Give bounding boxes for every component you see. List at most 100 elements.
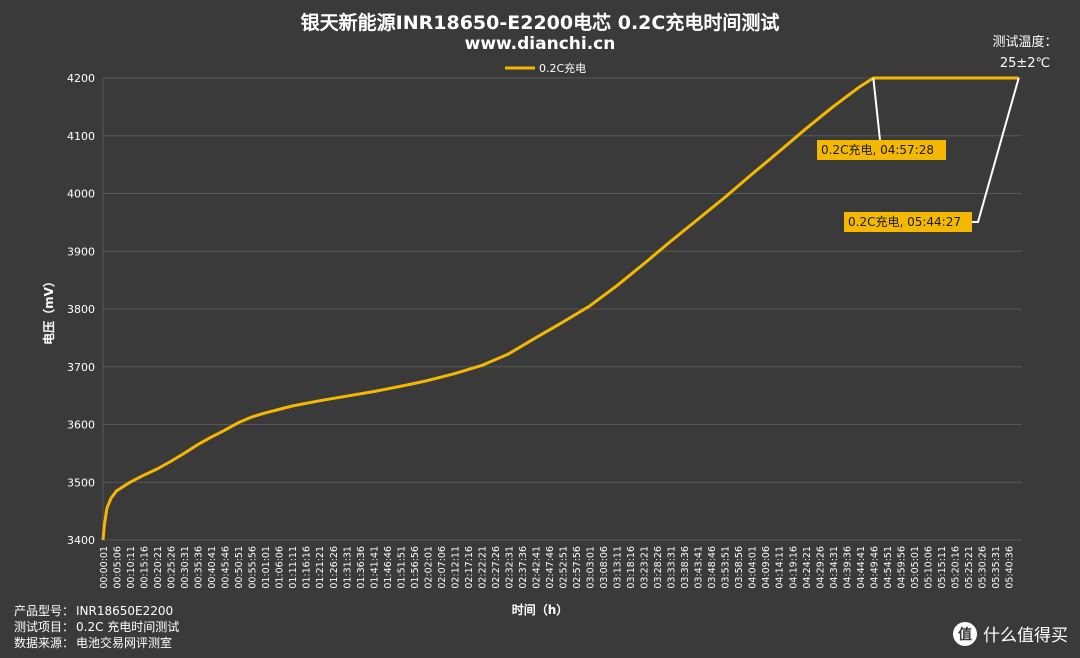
x-tick-label: 03:58:56	[734, 546, 745, 589]
x-tick-label: 04:29:26	[815, 546, 826, 589]
chart-title: 银天新能源INR18650-E2200电芯 0.2C充电时间测试	[300, 12, 780, 34]
x-tick-label: 05:35:31	[991, 546, 1002, 589]
x-tick-label: 02:22:21	[477, 546, 488, 589]
footer-row-source: 数据来源： 电池交易网评测室	[14, 635, 179, 651]
x-tick-label: 04:39:36	[842, 546, 853, 589]
x-tick-label: 05:10:06	[923, 546, 934, 589]
temperature-value: 25±2℃	[999, 56, 1051, 71]
x-tick-label: 00:10:11	[126, 546, 137, 589]
watermark: 值 什么值得买	[953, 621, 1068, 646]
chart-subtitle: www.dianchi.cn	[464, 34, 616, 54]
x-tick-label: 05:15:11	[937, 546, 948, 589]
x-tick-label: 03:33:31	[667, 546, 678, 589]
x-tick-label: 01:06:06	[275, 546, 286, 589]
footer-row-test: 测试项目： 0.2C 充电时间测试	[14, 619, 179, 635]
y-tick-label: 4100	[67, 130, 95, 143]
x-tick-label: 03:43:41	[694, 546, 705, 589]
x-tick-label: 00:05:06	[113, 546, 124, 589]
x-tick-label: 02:27:26	[491, 546, 502, 589]
x-tick-label: 04:19:16	[788, 546, 799, 589]
y-tick-label: 3700	[67, 361, 95, 374]
x-tick-label: 04:59:56	[896, 546, 907, 589]
footer-value: INR18650E2200	[76, 604, 174, 618]
footer-value: 电池交易网评测室	[76, 636, 173, 650]
y-tick-label: 4000	[67, 188, 95, 201]
x-tick-label: 02:32:31	[504, 546, 515, 589]
x-tick-label: 04:04:01	[748, 546, 759, 589]
x-tick-label: 00:55:56	[248, 546, 259, 589]
x-tick-label: 05:30:26	[977, 546, 988, 589]
x-tick-label: 01:31:31	[342, 546, 353, 589]
x-tick-label: 02:02:01	[423, 546, 434, 589]
x-tick-label: 00:15:16	[140, 546, 151, 589]
x-tick-label: 01:51:51	[396, 546, 407, 589]
x-tick-label: 04:14:11	[775, 546, 786, 589]
x-axis-title: 时间（h）	[512, 602, 569, 617]
y-axis-title: 电压（mV）	[41, 275, 56, 345]
x-tick-label: 01:01:01	[261, 546, 272, 589]
x-tick-label: 04:49:46	[869, 546, 880, 589]
x-tick-label: 02:47:46	[545, 546, 556, 589]
footer-key: 测试项目：	[14, 620, 75, 634]
annotation-label: 0.2C充电, 04:57:28	[821, 142, 934, 157]
x-tick-label: 00:50:51	[234, 546, 245, 589]
annotation-box	[817, 140, 946, 160]
x-tick-label: 00:40:41	[207, 546, 218, 589]
annotation-leader	[972, 77, 1020, 223]
annotation-box	[844, 212, 972, 232]
series-line	[101, 76, 1019, 541]
x-tick-label: 01:56:56	[410, 546, 421, 589]
x-tick-label: 00:25:26	[167, 546, 178, 589]
x-tick-label: 03:08:06	[599, 546, 610, 589]
x-tick-label: 04:34:31	[829, 546, 840, 589]
x-tick-label: 03:03:01	[586, 546, 597, 589]
annotation-label: 0.2C充电, 05:44:27	[848, 214, 961, 229]
x-tick-label: 01:16:16	[302, 546, 313, 589]
y-tick-label: 3500	[67, 476, 95, 489]
y-tick-label: 3900	[67, 245, 95, 258]
y-tick-label: 3600	[67, 419, 95, 432]
chart-footer: 产品型号： INR18650E2200 测试项目： 0.2C 充电时间测试 数据来源…	[14, 603, 179, 651]
x-tick-label: 03:18:16	[626, 546, 637, 589]
x-tick-label: 02:42:41	[531, 546, 542, 589]
temperature-label: 测试温度：	[992, 35, 1058, 50]
y-tick-label: 3400	[67, 534, 95, 547]
x-tick-label: 04:09:06	[761, 546, 772, 589]
x-tick-label: 02:37:36	[518, 546, 529, 589]
x-tick-label: 04:24:21	[802, 546, 813, 589]
x-tick-label: 01:46:46	[383, 546, 394, 589]
x-tick-label: 04:54:51	[883, 546, 894, 589]
x-tick-label: 03:48:46	[707, 546, 718, 589]
x-tick-label: 00:30:31	[180, 546, 191, 589]
footer-key: 产品型号：	[14, 604, 75, 618]
x-tick-label: 02:57:56	[572, 546, 583, 589]
y-tick-label: 4200	[67, 72, 95, 85]
x-tick-label: 02:17:16	[464, 546, 475, 589]
x-tick-label: 03:13:11	[613, 546, 624, 589]
x-tick-label: 04:44:41	[856, 546, 867, 589]
x-tick-label: 03:53:51	[721, 546, 732, 589]
x-tick-label: 01:41:41	[369, 546, 380, 589]
x-tick-label: 01:36:36	[356, 546, 367, 589]
footer-row-model: 产品型号： INR18650E2200	[14, 603, 179, 619]
x-tick-label: 01:26:26	[329, 546, 340, 589]
footer-value: 0.2C 充电时间测试	[76, 620, 180, 634]
x-tick-label: 05:20:16	[950, 546, 961, 589]
x-tick-label: 02:12:11	[450, 546, 461, 589]
annotation-leader	[872, 77, 881, 141]
watermark-logo-icon: 值	[953, 621, 977, 646]
temperature-note: 测试温度： 25±2℃	[980, 32, 1070, 74]
x-tick-label: 01:21:21	[315, 546, 326, 589]
x-tick-label: 01:11:11	[288, 546, 299, 589]
x-tick-label: 00:35:36	[194, 546, 205, 589]
footer-key: 数据来源：	[14, 636, 75, 650]
x-tick-label: 03:23:21	[640, 546, 651, 589]
x-tick-label: 05:05:01	[910, 546, 921, 589]
x-tick-label: 03:28:26	[653, 546, 664, 589]
x-tick-label: 00:00:01	[99, 546, 110, 589]
x-tick-label: 00:45:46	[221, 546, 232, 589]
x-tick-label: 02:52:51	[559, 546, 570, 589]
x-tick-label: 00:20:21	[153, 546, 164, 589]
x-tick-label: 03:38:36	[680, 546, 691, 589]
